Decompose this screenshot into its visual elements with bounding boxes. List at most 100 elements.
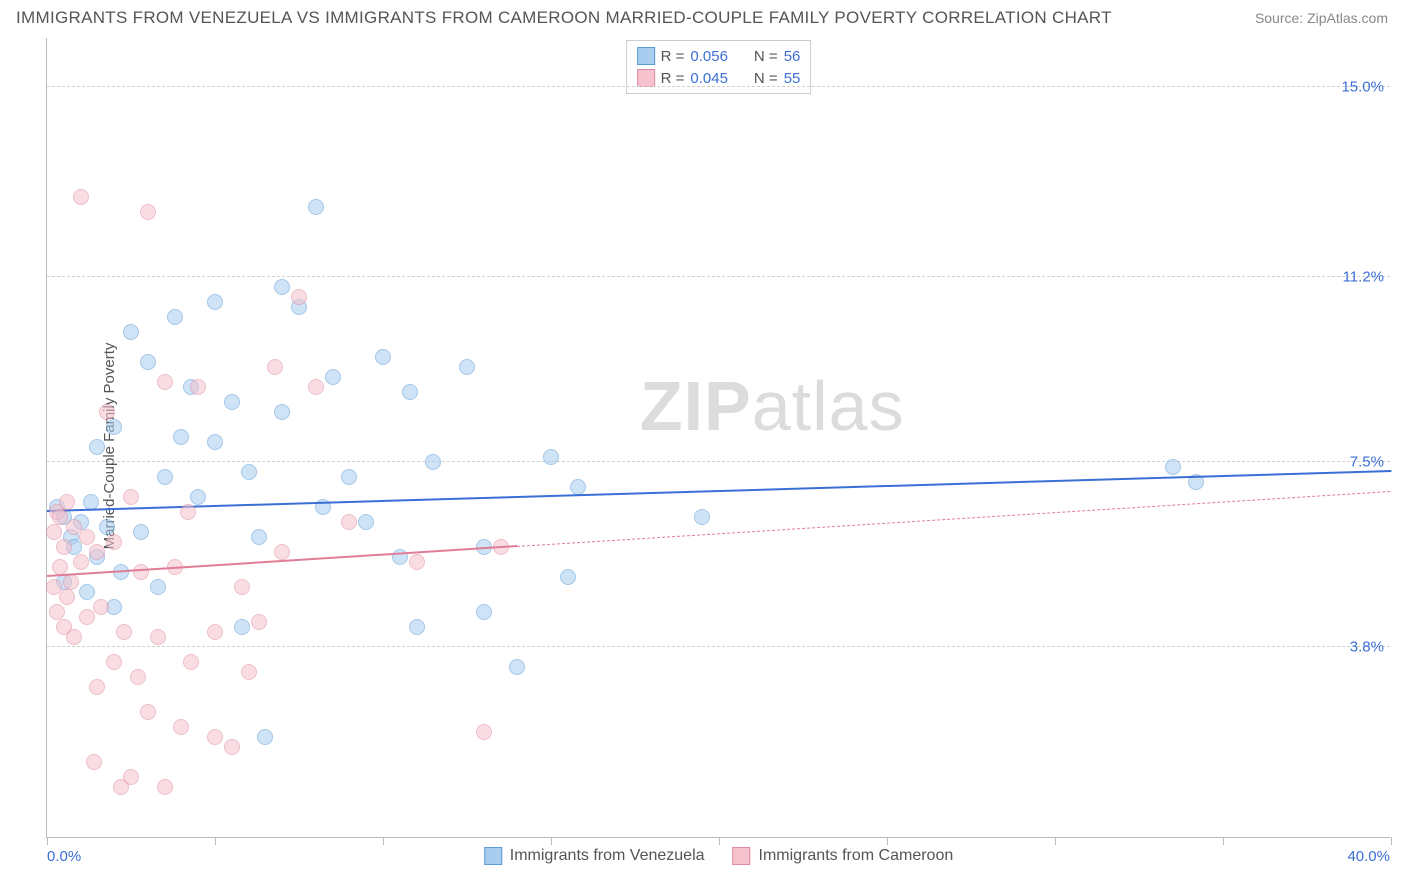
data-point xyxy=(123,769,139,785)
data-point xyxy=(106,654,122,670)
data-point xyxy=(106,419,122,435)
gridline xyxy=(47,461,1390,462)
data-point xyxy=(241,664,257,680)
data-point xyxy=(267,359,283,375)
data-point xyxy=(52,559,68,575)
trend-line xyxy=(517,491,1391,547)
legend-swatch xyxy=(484,847,502,865)
legend-swatch xyxy=(733,847,751,865)
data-point xyxy=(476,724,492,740)
data-point xyxy=(123,489,139,505)
data-point xyxy=(150,629,166,645)
y-tick-label: 7.5% xyxy=(1350,454,1384,471)
data-point xyxy=(358,514,374,530)
data-point xyxy=(560,569,576,585)
r-label: R = xyxy=(661,70,685,87)
y-tick-label: 11.2% xyxy=(1343,269,1384,286)
legend-swatch xyxy=(637,69,655,87)
data-point xyxy=(106,534,122,550)
n-value: 55 xyxy=(784,70,801,87)
data-point xyxy=(224,394,240,410)
legend-swatch xyxy=(637,47,655,65)
data-point xyxy=(180,504,196,520)
data-point xyxy=(130,669,146,685)
x-tick xyxy=(551,837,552,845)
gridline xyxy=(47,276,1390,277)
x-tick xyxy=(1223,837,1224,845)
data-point xyxy=(167,309,183,325)
data-point xyxy=(241,464,257,480)
data-point xyxy=(207,624,223,640)
legend-item: Immigrants from Venezuela xyxy=(484,847,705,865)
data-point xyxy=(157,374,173,390)
data-point xyxy=(173,719,189,735)
data-point xyxy=(89,679,105,695)
data-point xyxy=(274,544,290,560)
data-point xyxy=(409,554,425,570)
data-point xyxy=(190,379,206,395)
data-point xyxy=(308,199,324,215)
n-label: N = xyxy=(754,70,778,87)
data-point xyxy=(56,539,72,555)
data-point xyxy=(224,739,240,755)
data-point xyxy=(234,619,250,635)
data-point xyxy=(207,294,223,310)
data-point xyxy=(325,369,341,385)
data-point xyxy=(140,354,156,370)
data-point xyxy=(251,614,267,630)
data-point xyxy=(190,489,206,505)
data-point xyxy=(1165,459,1181,475)
data-point xyxy=(341,469,357,485)
n-value: 56 xyxy=(784,48,801,65)
watermark: ZIPatlas xyxy=(640,366,905,446)
r-value: 0.045 xyxy=(690,70,728,87)
data-point xyxy=(66,629,82,645)
legend-label: Immigrants from Cameroon xyxy=(759,847,954,865)
legend-label: Immigrants from Venezuela xyxy=(510,847,705,865)
data-point xyxy=(46,524,62,540)
data-point xyxy=(133,564,149,580)
data-point xyxy=(308,379,324,395)
data-point xyxy=(73,189,89,205)
r-value: 0.056 xyxy=(690,48,728,65)
data-point xyxy=(173,429,189,445)
legend-item: Immigrants from Cameroon xyxy=(733,847,954,865)
chart-title: IMMIGRANTS FROM VENEZUELA VS IMMIGRANTS … xyxy=(16,8,1112,28)
data-point xyxy=(150,579,166,595)
gridline xyxy=(47,646,1390,647)
x-tick xyxy=(719,837,720,845)
data-point xyxy=(257,729,273,745)
data-point xyxy=(476,604,492,620)
r-label: R = xyxy=(661,48,685,65)
data-point xyxy=(79,609,95,625)
data-point xyxy=(207,729,223,745)
data-point xyxy=(694,509,710,525)
data-point xyxy=(73,554,89,570)
data-point xyxy=(251,529,267,545)
data-point xyxy=(234,579,250,595)
data-point xyxy=(207,434,223,450)
data-point xyxy=(99,404,115,420)
data-point xyxy=(79,529,95,545)
data-point xyxy=(375,349,391,365)
data-point xyxy=(459,359,475,375)
data-point xyxy=(140,704,156,720)
data-point xyxy=(49,604,65,620)
data-point xyxy=(89,544,105,560)
data-point xyxy=(543,449,559,465)
x-tick xyxy=(887,837,888,845)
data-point xyxy=(157,779,173,795)
data-point xyxy=(116,624,132,640)
data-point xyxy=(274,279,290,295)
data-point xyxy=(509,659,525,675)
data-point xyxy=(63,574,79,590)
scatter-chart: ZIPatlas R = 0.056N = 56R = 0.045N = 55 … xyxy=(46,38,1390,838)
data-point xyxy=(274,404,290,420)
x-tick xyxy=(1055,837,1056,845)
data-point xyxy=(133,524,149,540)
x-tick xyxy=(215,837,216,845)
data-point xyxy=(183,654,199,670)
data-point xyxy=(123,324,139,340)
data-point xyxy=(157,469,173,485)
stats-row: R = 0.056N = 56 xyxy=(637,45,801,67)
